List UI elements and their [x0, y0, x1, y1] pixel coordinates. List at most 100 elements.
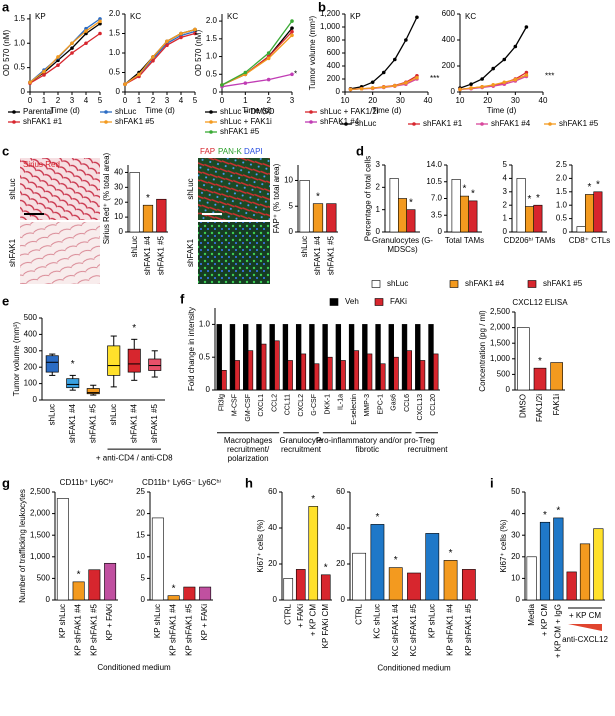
group-label: Pro-inflammatory and/or pro-fibrotic [316, 435, 419, 454]
x-tick-label: KC shFAK1 #5 [409, 603, 418, 656]
x-tick-label: 0 [220, 96, 225, 105]
significance: * [556, 506, 560, 517]
micrograph [198, 222, 270, 284]
y-tick-label: 10 [114, 212, 123, 221]
legend-swatch [209, 120, 213, 124]
significance: * [172, 583, 176, 594]
x-tick-label: shLuc [130, 236, 139, 257]
legend-label: shFAK1 #5 [115, 117, 155, 126]
point [415, 15, 419, 20]
significance: * [409, 197, 413, 208]
x-tick-label: GM-CSF [245, 394, 252, 422]
bar [312, 203, 324, 233]
bar [309, 324, 315, 391]
bar [524, 206, 534, 233]
bar [151, 517, 164, 601]
x-tick-label: + KP CM + IgG [553, 604, 562, 658]
y-tick-label: 300 [24, 346, 38, 355]
x-tick-label: CCL6 [404, 394, 411, 412]
y-tick-label: 2.0 [109, 9, 121, 18]
series-line [124, 28, 196, 85]
x-tick-label: shFAK1 #5 [326, 235, 335, 275]
bar [468, 200, 478, 233]
bar [129, 172, 140, 233]
point [370, 86, 375, 90]
y-tick-label: 1.0 [109, 48, 121, 57]
panel-letter: f [180, 291, 185, 306]
bar [397, 198, 407, 233]
x-tick-label: + FAKi [296, 604, 305, 628]
y-tick-label: 0.5 [14, 63, 26, 72]
x-tick-label: KC shFAK1 #4 [391, 603, 400, 656]
legend-label: shFAK1 #5 [220, 127, 260, 136]
y-tick-label: 2,000 [30, 509, 51, 518]
y-tick-label: 1.0 [199, 320, 211, 329]
point [137, 72, 141, 77]
legend-swatch [527, 280, 537, 288]
point [524, 70, 529, 75]
bar [539, 521, 551, 601]
panel-letter: h [245, 475, 253, 490]
y-tick-label: 0 [289, 227, 294, 236]
legend-swatch [12, 110, 16, 114]
significance: * [146, 193, 150, 204]
legend-label: FAKi [390, 297, 407, 306]
y-axis-label: Concentration (pg / ml) [478, 310, 487, 392]
significance: * [316, 191, 320, 202]
point [56, 55, 60, 59]
point [348, 87, 353, 92]
y-tick-label: 400 [24, 330, 38, 339]
x-tick-label: 30 [511, 96, 520, 105]
bar [72, 581, 85, 601]
legend-label: shLuc + FAK1i [220, 117, 272, 126]
point [123, 82, 127, 86]
y-tick-label: 0 [21, 87, 26, 96]
y-tick-label: 40 [268, 523, 277, 532]
significance: * [77, 569, 81, 580]
x-tick-label: 1 [137, 96, 142, 105]
y-tick-label: 14.0 [426, 160, 442, 169]
x-tick-label: 2 [56, 96, 61, 105]
legend-label: Veh [345, 297, 359, 306]
chart-title: CXCL12 ELISA [512, 298, 568, 307]
x-tick-label: M-CSF [232, 394, 239, 416]
y-axis-label: Ki67⁺ cells (%) [499, 519, 508, 572]
legend-swatch [209, 130, 213, 134]
chart-title: CD11b⁺ Ly6Cʰⁱ [60, 478, 114, 487]
significance: * [528, 194, 532, 205]
series-line [124, 28, 196, 85]
significance: * [375, 512, 379, 523]
y-tick-label: 1.5 [206, 34, 218, 43]
point [458, 87, 462, 92]
x-tick-label: CXCL13 [417, 394, 424, 421]
point [524, 73, 529, 77]
micrograph [198, 158, 270, 220]
x-tick-label: G-CSF [311, 394, 318, 416]
panel-letter: i [490, 475, 494, 490]
x-tick-label: MMP-3 [364, 394, 371, 417]
y-axis-label: Sirius Red⁺ (% total area) [102, 152, 111, 244]
point [513, 44, 518, 49]
x-tick-label: 0 [123, 96, 128, 105]
y-tick-label: 20 [114, 197, 123, 206]
x-tick-label: 0 [28, 96, 33, 105]
bar [352, 552, 367, 601]
point [381, 70, 386, 75]
y-tick-label: 5 [141, 574, 146, 583]
box [127, 348, 141, 373]
bar [550, 362, 563, 391]
series-line [350, 16, 418, 90]
bar [88, 569, 101, 601]
box [45, 355, 59, 373]
legend-swatch [548, 122, 552, 126]
x-tick-label: 4 [84, 96, 89, 105]
panel-letter: a [2, 0, 10, 14]
x-axis-label: Time (d) [487, 106, 517, 115]
bar [199, 586, 212, 601]
y-tick-label: 1 [503, 214, 508, 223]
legend-label: shFAK1 #1 [423, 119, 463, 128]
x-tick-label: Gas6 [391, 394, 398, 411]
x-tick-label: 10 [456, 96, 465, 105]
bar [274, 340, 280, 391]
x-tick-label: shLuc [300, 236, 309, 257]
